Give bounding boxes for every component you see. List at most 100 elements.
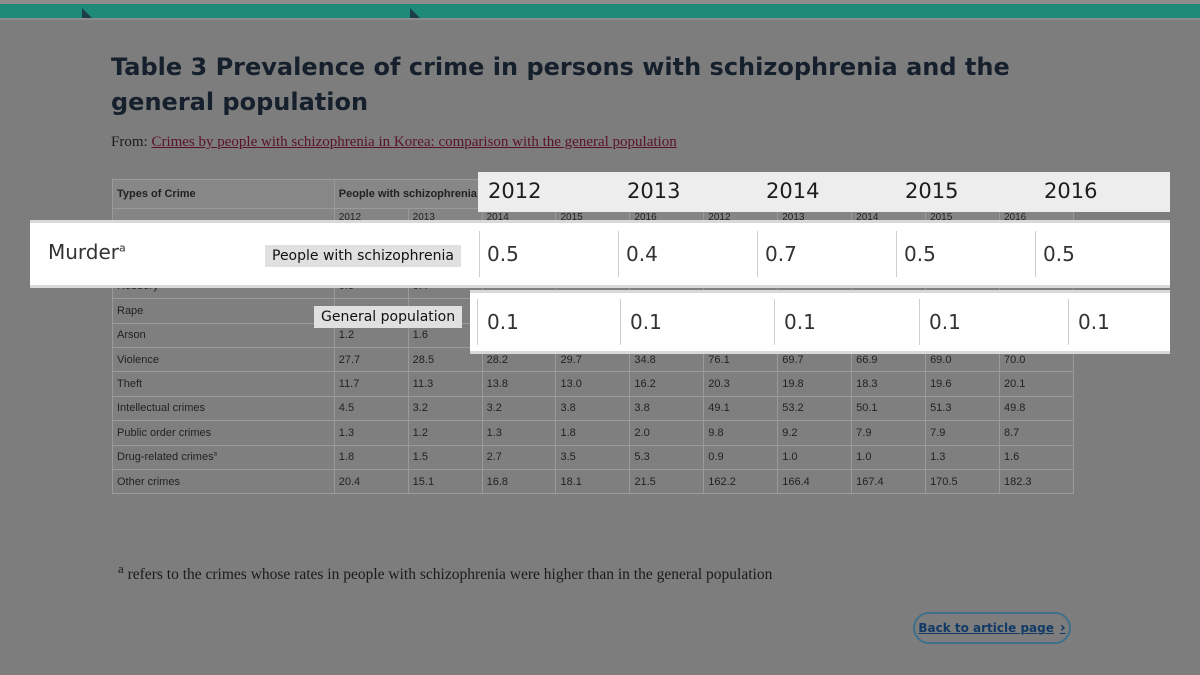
value-cell: 50.1: [851, 395, 927, 422]
zoomed-schizophrenia-value: 0.7: [765, 242, 797, 266]
value-cell: 5.3: [629, 444, 705, 470]
zoomed-general-value: 0.1: [1078, 310, 1110, 334]
value-cell: 1.0: [851, 444, 927, 470]
column-divider: [896, 231, 897, 277]
value-cell: 1.3: [333, 420, 409, 446]
value-cell: 7.9: [851, 420, 927, 446]
value-cell: 20.4: [333, 468, 409, 495]
crime-type-cell: Public order crimes: [112, 420, 335, 446]
crime-type-cell: Rape: [112, 298, 335, 324]
value-cell: 51.3: [925, 395, 1000, 422]
value-cell: 1.8: [333, 444, 409, 470]
value-cell: 167.4: [851, 468, 927, 495]
zoomed-year-header: 2012 2013 2014 2015 2016: [478, 172, 1170, 212]
source-line: From: Crimes by people with schizophreni…: [111, 134, 677, 151]
value-cell: 2.0: [629, 420, 705, 446]
crime-type-cell: Other crimes: [112, 468, 335, 495]
value-cell: 16.2: [629, 371, 705, 397]
value-cell: 3.5: [555, 444, 631, 470]
value-cell: 49.8: [998, 395, 1075, 422]
column-divider: [919, 299, 920, 345]
column-divider: [757, 231, 758, 277]
general-population-tag: General population: [314, 306, 463, 328]
value-cell: 19.6: [925, 371, 1000, 397]
value-cell: 4.5: [333, 395, 409, 422]
value-cell: 19.8: [777, 371, 853, 397]
value-cell: 3.2: [481, 395, 557, 422]
value-cell: 21.5: [629, 468, 705, 495]
value-cell: 49.1: [703, 395, 779, 422]
zoomed-schizophrenia-value: 0.4: [626, 242, 658, 266]
column-divider: [620, 299, 621, 345]
zoomed-general-row: 0.1 0.1 0.1 0.1 0.1: [470, 290, 1170, 354]
column-divider: [774, 299, 775, 345]
column-divider: [1035, 231, 1036, 277]
zoomed-year: 2016: [1044, 179, 1098, 203]
crime-type-cell: Arson: [112, 322, 335, 348]
value-cell: 1.6: [998, 444, 1075, 470]
table-footnote: a refers to the crimes whose rates in pe…: [118, 561, 773, 584]
value-cell: 170.5: [925, 468, 1000, 495]
value-cell: 1.3: [925, 444, 1000, 470]
ribbon-notch: [82, 8, 92, 18]
page-title: Table 3 Prevalence of crime in persons w…: [111, 53, 1010, 116]
value-cell: 166.4: [777, 468, 853, 495]
top-banner: [0, 0, 1200, 20]
value-cell: 0.9: [703, 444, 779, 470]
value-cell: 8.7: [998, 420, 1075, 446]
crime-type-cell: Violence: [112, 346, 335, 373]
back-to-article-button[interactable]: Back to article page ›: [913, 612, 1071, 644]
zoomed-general-value: 0.1: [784, 310, 816, 334]
zoomed-murder-label: Murdera: [48, 240, 126, 264]
value-cell: 53.2: [777, 395, 853, 422]
value-cell: 16.8: [481, 468, 557, 495]
value-cell: 11.3: [407, 371, 483, 397]
ribbon-notch: [410, 8, 420, 18]
crime-type-cell: Drug-related crimesa: [112, 444, 335, 470]
zoomed-year: 2015: [905, 179, 959, 203]
value-cell: 1.5: [407, 444, 483, 470]
value-cell: 13.0: [555, 371, 631, 397]
value-cell: 1.2: [407, 420, 483, 446]
value-cell: 27.7: [333, 346, 409, 373]
value-cell: 7.9: [925, 420, 1000, 446]
header-type: Types of Crime: [112, 179, 335, 209]
crime-type-cell: Intellectual crimes: [112, 395, 335, 422]
zoomed-year: 2014: [766, 179, 820, 203]
column-divider: [618, 231, 619, 277]
zoomed-murder-row: Murdera People with schizophrenia 0.5 0.4…: [30, 220, 1170, 288]
value-cell: 11.7: [333, 371, 409, 397]
value-cell: 18.1: [555, 468, 631, 495]
column-divider: [479, 231, 480, 277]
back-button-label: Back to article page: [918, 621, 1054, 635]
value-cell: 15.1: [407, 468, 483, 495]
table-row: Other crimes 20.4 15.1 16.8 18.1 21.5 162.2 166…: [112, 468, 1075, 495]
table-row: Drug-related crimesa 1.8 1.5 2.7 3.5 5.3 0.9 1.…: [112, 444, 1075, 470]
zoomed-year: 2012: [488, 179, 542, 203]
value-cell: 3.8: [555, 395, 631, 422]
zoomed-general-value: 0.1: [630, 310, 662, 334]
column-divider: [477, 299, 478, 345]
zoomed-year: 2013: [627, 179, 681, 203]
value-cell: 1.0: [777, 444, 853, 470]
teal-stripe: [0, 4, 1200, 18]
zoomed-general-value: 0.1: [487, 310, 519, 334]
value-cell: 20.3: [703, 371, 779, 397]
value-cell: 1.8: [555, 420, 631, 446]
value-cell: 2.7: [481, 444, 557, 470]
from-label: From:: [111, 134, 148, 150]
chevron-right-icon: ›: [1059, 620, 1066, 636]
crime-type-cell: Theft: [112, 371, 335, 397]
table-row: Public order crimes 1.3 1.2 1.3 1.8 2.0 9.8 9.2…: [112, 420, 1075, 446]
table-row: Violence 27.7 28.5 28.2 29.7 34.8 76.1 69.7 66.9…: [112, 346, 1075, 373]
table-row: Theft 11.7 11.3 13.8 13.0 16.2 20.3 19.8 18.3 19.…: [112, 371, 1075, 397]
zoomed-schizophrenia-value: 0.5: [487, 242, 519, 266]
value-cell: 13.8: [481, 371, 557, 397]
value-cell: 182.3: [998, 468, 1075, 495]
value-cell: 18.3: [851, 371, 927, 397]
value-cell: 28.5: [407, 346, 483, 373]
value-cell: 162.2: [703, 468, 779, 495]
zoomed-schizophrenia-value: 0.5: [1043, 242, 1075, 266]
source-article-link[interactable]: Crimes by people with schizophrenia in K…: [151, 134, 677, 150]
value-cell: 3.8: [629, 395, 705, 422]
